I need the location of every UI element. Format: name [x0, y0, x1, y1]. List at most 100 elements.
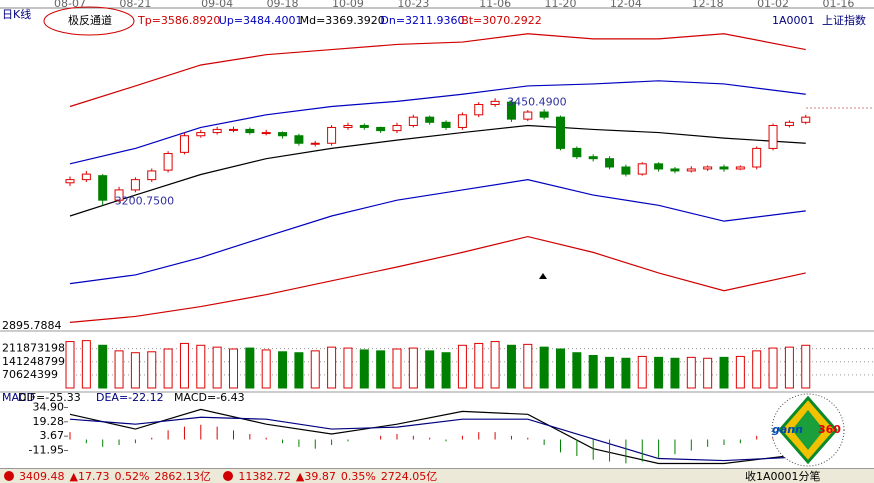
candle-body [506, 101, 516, 120]
candle-body [179, 135, 189, 153]
candle-body [147, 170, 157, 181]
volume-bar [376, 350, 386, 389]
volume-bar [81, 340, 91, 389]
date-label: 01-16 [822, 0, 854, 10]
volume-bar [114, 350, 124, 389]
icon [223, 471, 234, 481]
legend-entry: Dn=3211.9360 [380, 14, 464, 27]
volume-bar [343, 347, 353, 389]
sh-price: 3409.48 [19, 470, 65, 483]
candle-body [605, 158, 615, 168]
volume-bar [245, 347, 255, 389]
sh-amount: 2862.13亿 [154, 470, 211, 483]
date-label: 11-20 [545, 0, 577, 10]
candle-body [752, 147, 762, 168]
candle-body [670, 168, 680, 172]
candle-body [490, 100, 500, 106]
series-line [69, 124, 806, 217]
status-bar: 3409.48 ▲17.73 0.52% 2862.13亿 11382.72 ▲39.8… [0, 468, 874, 483]
volume-bar [556, 348, 565, 389]
volume-bar [752, 350, 762, 389]
sz-pct: 0.35% [340, 470, 376, 483]
candle-body [98, 175, 108, 201]
candle-body [801, 116, 811, 123]
candle-body [556, 116, 565, 149]
date-label: 09-18 [267, 0, 299, 10]
volume-bar [65, 341, 75, 389]
volume-bar [506, 344, 516, 389]
y-tick-label: 211873198 [2, 342, 65, 355]
legend-entry: MACD=-6.43 [174, 391, 245, 404]
logo-inner [792, 410, 824, 450]
volume-bar [261, 349, 271, 389]
stock-code: 1A0001 [772, 14, 815, 27]
candle-body [457, 114, 467, 128]
candle-body [163, 153, 173, 171]
date-label: 12-04 [610, 0, 642, 10]
volume-bar [474, 342, 484, 389]
date-label: 12-18 [692, 0, 724, 10]
period-label: 日K线 [2, 7, 31, 21]
date-label: 08-07 [54, 0, 86, 10]
chart: 日K线 极反通道 1A0001 上证指数 08-07 08-21 09-04 09-1… [0, 0, 874, 468]
volume-bar [735, 355, 745, 389]
candle-body [229, 128, 238, 131]
volume-bar [523, 343, 533, 389]
background [0, 0, 874, 468]
candle-body [130, 179, 140, 191]
series-line [69, 179, 806, 285]
volume-bar [768, 347, 778, 389]
volume-bar [801, 344, 811, 389]
sh-pct: 0.52% [114, 470, 150, 483]
annotation: 3200.7500 [115, 194, 175, 207]
sh-change: ▲17.73 [69, 470, 110, 483]
volume-bar [686, 356, 696, 389]
legend-entry: Up=3484.4001 [219, 14, 303, 27]
series-line [69, 235, 806, 323]
volume-bar [539, 346, 549, 389]
series-line [69, 33, 806, 108]
volume-bar [572, 352, 582, 389]
series-line [69, 416, 806, 462]
volume-bar [98, 344, 108, 389]
candle-body [245, 128, 255, 134]
volume-bar [147, 351, 157, 389]
candle-body [261, 132, 271, 135]
candle-body [376, 126, 386, 132]
sz-amount: 2724.05亿 [380, 470, 438, 483]
volume-bar [359, 349, 369, 389]
candle-body [637, 163, 647, 175]
tab[interactable]: 收1A0001分笔 [745, 470, 821, 483]
volume-bar [310, 350, 320, 389]
candle-body [294, 135, 304, 144]
legend-entry: Bt=3070.2922 [461, 14, 542, 27]
date-label: 10-23 [397, 0, 429, 10]
candle-body [327, 126, 337, 144]
candle-body [343, 124, 353, 128]
sz-price: 11382.72 [238, 470, 291, 483]
candle-body [703, 166, 713, 170]
icon [4, 471, 14, 481]
series-line [69, 408, 806, 465]
volume-bar [294, 352, 304, 389]
date-label: 11-06 [479, 0, 511, 10]
annotation: 3450.4900 [507, 96, 566, 109]
logo-number: 360 [818, 423, 841, 436]
sz-change: ▲39.87 [295, 470, 336, 483]
volume-bar [278, 351, 288, 389]
volume-bar [457, 344, 467, 389]
candle-body [719, 166, 729, 170]
volume-bar [605, 356, 615, 389]
volume-bar [621, 357, 631, 389]
date-label: 08-21 [119, 0, 151, 10]
indicator-name: 极反通道 [68, 13, 112, 27]
y-tick-label: 3.67 [40, 429, 65, 442]
candle-body [539, 111, 549, 118]
candle-body [654, 163, 664, 170]
y-tick-label: 34.90 [33, 400, 65, 413]
y-tick-label: 2895.7884 [2, 319, 62, 332]
candle-body [686, 168, 696, 172]
volume-bar [212, 346, 222, 389]
logo-word: gann [772, 423, 803, 436]
